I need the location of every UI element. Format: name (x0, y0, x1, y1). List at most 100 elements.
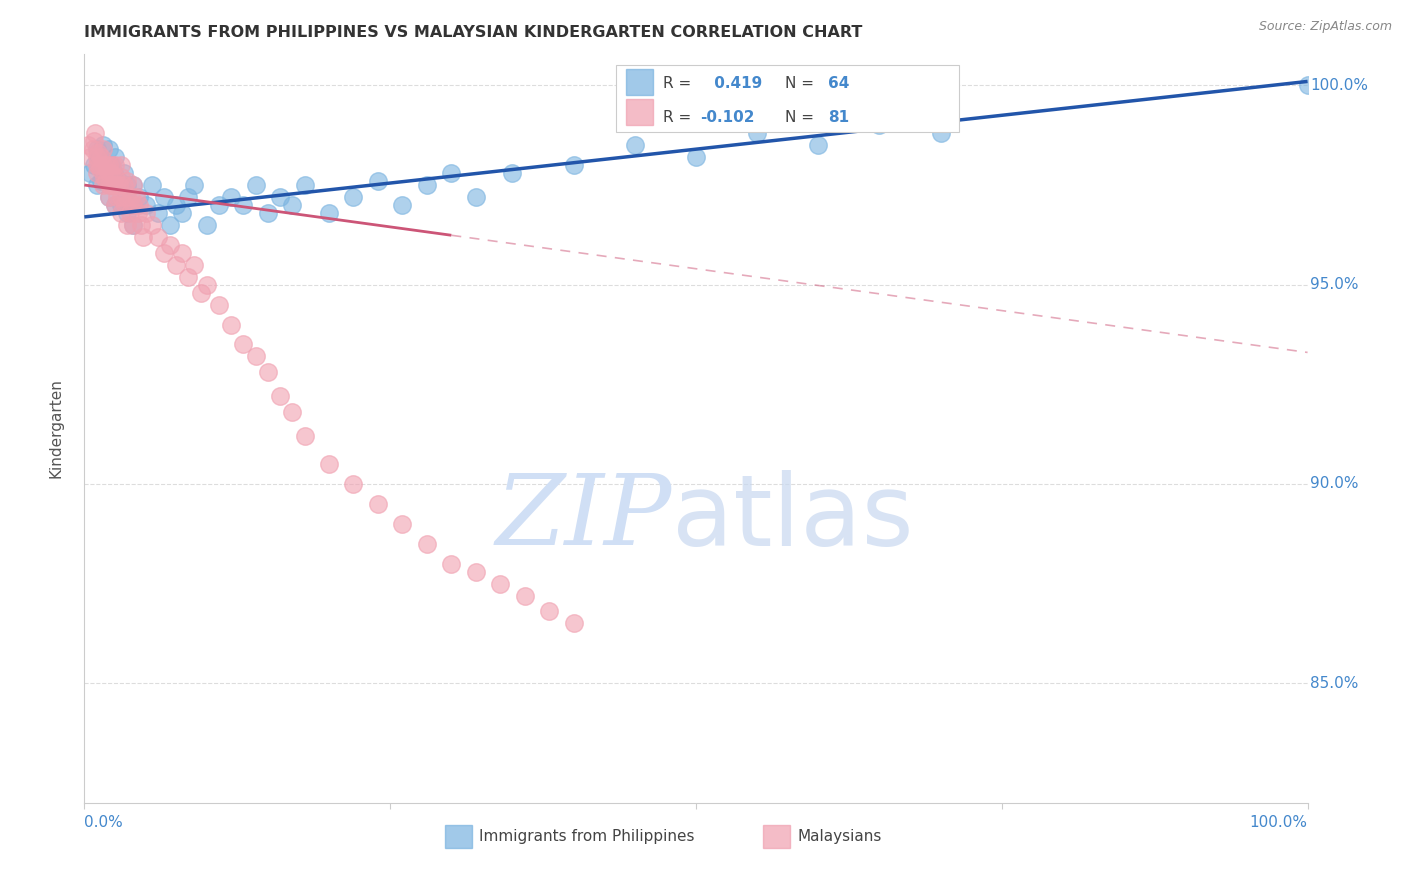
Point (318, 206, 340, 220)
Point (127, 206, 149, 220)
Point (165, 198, 187, 212)
Point (190, 285, 212, 300)
Point (183, 178, 205, 192)
Point (513, 589, 536, 603)
Point (391, 198, 413, 212)
Point (128, 190, 150, 204)
Point (172, 206, 194, 220)
Point (79, 150, 101, 164)
Point (294, 178, 316, 192)
Point (87, 150, 110, 164)
Point (122, 218, 145, 232)
Point (183, 258, 205, 272)
Text: N =: N = (786, 76, 820, 91)
Point (281, 405, 304, 419)
Point (440, 557, 463, 571)
Point (97, 190, 120, 204)
Point (165, 258, 187, 272)
Text: atlas: atlas (672, 469, 912, 566)
Point (464, 565, 486, 579)
Point (97, 158, 120, 172)
Point (141, 218, 163, 232)
Y-axis label: Kindergarten: Kindergarten (49, 378, 63, 478)
Point (257, 206, 280, 220)
Point (86, 158, 108, 172)
Point (115, 186, 138, 200)
Point (97, 190, 120, 204)
Point (110, 170, 132, 185)
Point (77, 138, 100, 153)
Text: 85.0%: 85.0% (1310, 676, 1358, 690)
Point (110, 190, 132, 204)
Point (195, 218, 218, 232)
Point (342, 190, 364, 204)
Point (257, 365, 280, 379)
Point (91, 166, 114, 180)
Point (135, 198, 157, 212)
FancyBboxPatch shape (763, 825, 790, 847)
Point (97, 142, 120, 156)
Point (747, 126, 769, 140)
Point (502, 166, 524, 180)
Point (86, 142, 108, 156)
Text: 0.0%: 0.0% (84, 814, 124, 830)
Point (489, 576, 512, 591)
Point (685, 150, 707, 164)
Point (153, 190, 176, 204)
Point (440, 166, 463, 180)
Point (159, 237, 181, 252)
Point (104, 178, 127, 192)
Point (91, 138, 114, 153)
Point (104, 170, 127, 185)
Point (122, 218, 145, 232)
Point (208, 297, 231, 311)
Point (146, 230, 169, 244)
Point (367, 497, 389, 511)
Point (624, 138, 647, 153)
Text: IMMIGRANTS FROM PHILIPPINES VS MALAYSIAN KINDERGARTEN CORRELATION CHART: IMMIGRANTS FROM PHILIPPINES VS MALAYSIAN… (84, 25, 863, 40)
Point (464, 190, 486, 204)
Point (104, 198, 127, 212)
Point (82, 142, 104, 156)
Point (129, 218, 152, 232)
Point (97, 166, 120, 180)
Text: Malaysians: Malaysians (797, 829, 882, 844)
Point (132, 230, 155, 244)
Point (107, 174, 129, 188)
Point (318, 457, 340, 471)
Point (87, 146, 110, 161)
Point (195, 277, 218, 292)
Point (125, 190, 148, 204)
Point (105, 178, 128, 192)
Point (100, 166, 122, 180)
Point (93, 162, 115, 177)
Point (103, 166, 125, 180)
Point (232, 198, 254, 212)
Point (114, 198, 136, 212)
Point (177, 269, 200, 284)
Point (269, 389, 291, 403)
Point (101, 158, 124, 172)
Point (232, 337, 254, 351)
FancyBboxPatch shape (616, 65, 959, 132)
Point (416, 178, 439, 192)
Point (110, 178, 132, 192)
Point (122, 178, 145, 192)
Point (115, 174, 138, 188)
Text: 100.0%: 100.0% (1250, 814, 1308, 830)
Point (122, 198, 145, 212)
Point (281, 198, 304, 212)
Point (245, 350, 267, 364)
Point (1296, 78, 1319, 93)
Point (562, 158, 585, 172)
Point (112, 178, 135, 192)
Point (177, 190, 200, 204)
Point (367, 174, 389, 188)
Point (104, 158, 127, 172)
Point (869, 118, 891, 132)
Point (141, 178, 163, 192)
Point (110, 206, 132, 220)
Text: R =: R = (664, 110, 696, 125)
Point (153, 245, 176, 260)
Text: R =: R = (664, 76, 696, 91)
